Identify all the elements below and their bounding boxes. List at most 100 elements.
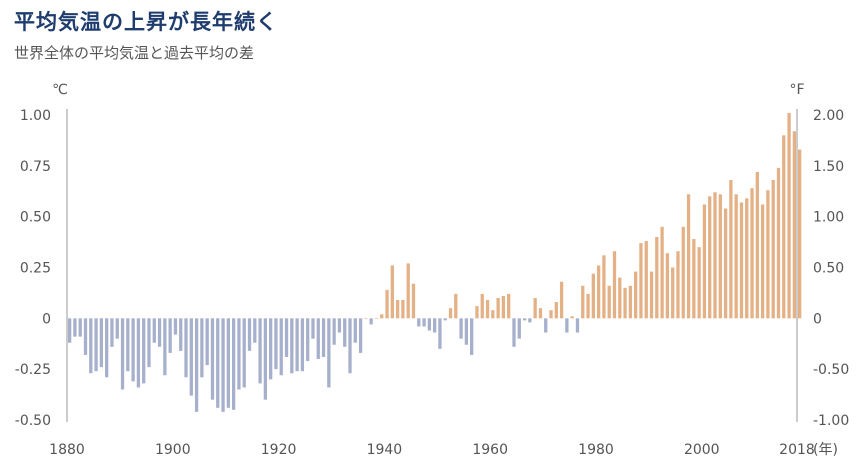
bar-2018: [798, 149, 802, 319]
bar-1978: [586, 293, 590, 319]
bar-1968: [533, 298, 537, 319]
bar-2002: [713, 192, 717, 319]
bar-1957: [475, 306, 479, 319]
bar-1951: [443, 318, 447, 321]
bar-1948: [427, 318, 431, 331]
bar-1976: [575, 318, 580, 333]
axes-group: 1.00 0.75 0.50 0.25 0 -0.25 -0.50 2.00 1.50 1.00 0…: [15, 108, 849, 458]
y-axis-left-unit: ℃: [52, 82, 68, 98]
bar-2005: [729, 180, 733, 319]
x-tick-label: 1940: [367, 442, 403, 458]
bar-1880: [68, 318, 72, 343]
bar-1945: [411, 283, 416, 319]
bar-1979: [591, 273, 595, 319]
bar-1952: [448, 308, 453, 319]
bar-1999: [697, 247, 701, 319]
bar-1975: [570, 316, 574, 319]
bar-1923: [295, 318, 299, 372]
bar-1967: [528, 318, 532, 323]
bar-1995: [676, 251, 680, 319]
bar-1930: [332, 318, 336, 345]
bar-group: [68, 112, 802, 412]
bar-1890: [120, 318, 125, 390]
bar-1955: [464, 318, 469, 345]
bar-1928: [321, 318, 326, 357]
y-tick-right-label: 1.50: [813, 159, 844, 175]
bar-2015: [782, 135, 786, 319]
bar-1980: [596, 265, 601, 319]
bar-1998: [692, 239, 696, 319]
bar-1883: [83, 318, 88, 355]
bar-1937: [369, 318, 373, 325]
bar-1947: [422, 318, 426, 327]
y-tick-left-label: 0.75: [20, 159, 51, 175]
bar-1959: [485, 300, 490, 319]
x-tick-label: 1900: [155, 442, 191, 458]
bar-2000: [702, 204, 707, 319]
bar-1965: [517, 318, 521, 339]
x-tick-label: 2018: [779, 442, 815, 458]
bar-2011: [760, 204, 765, 319]
bar-1900: [173, 318, 178, 335]
x-tick-label: 1980: [578, 442, 614, 458]
bar-1958: [480, 293, 484, 319]
bar-1970: [544, 318, 548, 333]
bar-1934: [353, 318, 357, 343]
bar-2009: [750, 188, 754, 319]
x-tick-label: 2000: [684, 442, 720, 458]
bar-1912: [237, 318, 241, 390]
y-tick-left-label: 0.50: [20, 210, 51, 226]
y-tick-right-label: 0.50: [813, 261, 844, 277]
bar-1904: [194, 318, 199, 412]
bar-1913: [242, 318, 246, 388]
bar-1893: [136, 318, 141, 388]
bar-1953: [454, 293, 458, 319]
bar-1993: [665, 253, 670, 319]
bar-1962: [501, 295, 506, 319]
bar-1881: [73, 318, 77, 337]
bar-1933: [348, 318, 352, 374]
bar-1950: [438, 318, 442, 349]
bar-1899: [168, 318, 172, 353]
bar-1896: [152, 318, 156, 343]
bar-1964: [512, 318, 516, 347]
y-tick-right-label: 0: [813, 311, 822, 327]
y-tick-left-label: 0.25: [20, 261, 51, 277]
bar-1935: [358, 318, 363, 353]
bar-1954: [459, 318, 463, 339]
bar-1925: [306, 318, 310, 362]
bar-1973: [559, 281, 564, 319]
bar-1903: [189, 318, 193, 396]
bar-2008: [745, 198, 749, 319]
bar-1915: [253, 318, 257, 343]
bar-1944: [406, 263, 410, 319]
bar-1991: [655, 237, 659, 319]
bar-1938: [374, 318, 379, 319]
bar-1898: [163, 318, 167, 376]
bar-1971: [549, 310, 553, 319]
y-tick-right-label: -1.00: [813, 413, 849, 429]
bar-1922: [290, 318, 294, 374]
chart-title: 平均気温の上昇が長年続く: [14, 10, 278, 34]
y-tick-right-label: 2.00: [813, 108, 844, 124]
bar-1987: [634, 271, 638, 319]
bar-1908: [216, 318, 220, 408]
x-tick-label: 1880: [49, 442, 85, 458]
bar-1910: [226, 318, 230, 408]
bar-1891: [126, 318, 130, 372]
bar-1927: [316, 318, 320, 359]
bar-1888: [110, 318, 114, 347]
x-axis-unit-label: (年): [813, 442, 838, 458]
bar-1911: [231, 318, 236, 410]
bar-1889: [115, 318, 119, 339]
bar-1895: [147, 318, 151, 368]
bar-1977: [581, 285, 585, 319]
x-tick-label: 1960: [472, 442, 508, 458]
bar-1974: [565, 318, 569, 333]
bar-1932: [343, 318, 347, 347]
bar-1886: [99, 318, 104, 368]
bar-2003: [718, 194, 722, 319]
bar-1917: [263, 318, 268, 400]
bar-1982: [607, 285, 611, 319]
